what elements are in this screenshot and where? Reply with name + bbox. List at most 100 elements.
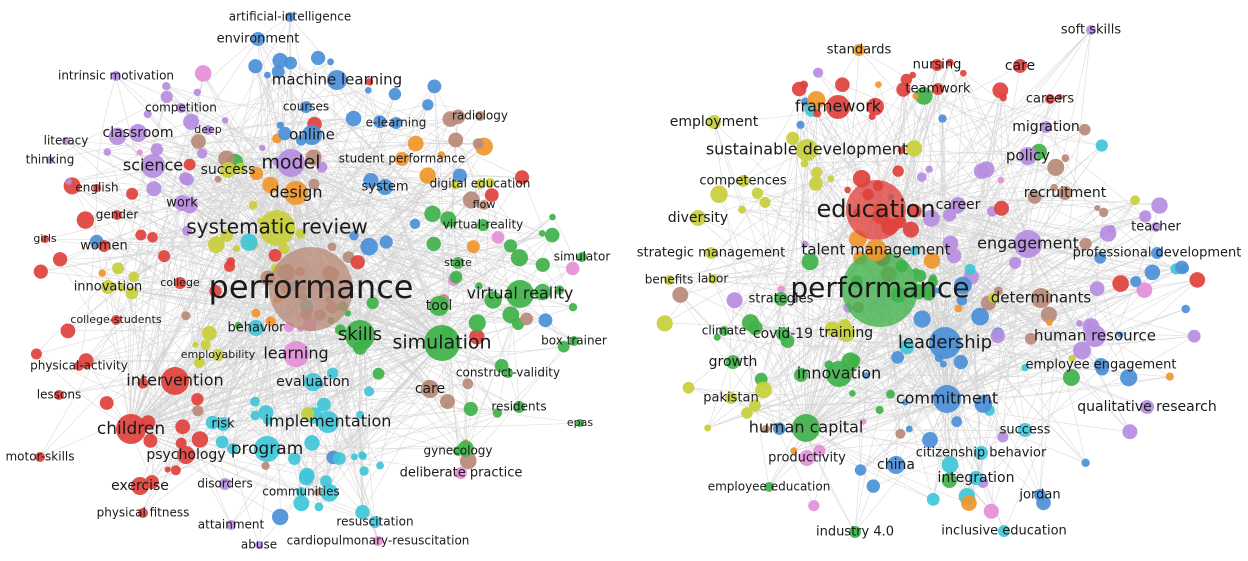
label-migration: migration <box>1012 119 1080 135</box>
network-node <box>372 367 385 380</box>
network-node <box>125 286 139 300</box>
node-box-trainer <box>569 336 579 346</box>
label-productivity: productivity <box>768 451 846 466</box>
node-productivity <box>799 450 815 466</box>
network-edge <box>142 448 233 514</box>
network-node <box>112 262 125 275</box>
node-virtual-reality <box>506 280 534 308</box>
network-edge <box>306 342 443 476</box>
network-node <box>240 233 258 251</box>
network-edge <box>949 62 1080 324</box>
network-node <box>848 354 861 367</box>
network-node <box>1079 237 1092 250</box>
node-simulator <box>577 252 587 262</box>
label-science: science <box>123 156 183 175</box>
network-edge <box>946 281 1136 400</box>
network-node <box>205 415 220 430</box>
label-performance: performance <box>209 268 414 306</box>
label-pakistan: pakistan <box>703 391 758 406</box>
network-node <box>183 158 196 171</box>
network-node <box>332 452 346 465</box>
network-node <box>1094 205 1101 212</box>
network-node <box>1047 158 1065 176</box>
node-leadership <box>929 327 961 359</box>
network-node <box>1122 424 1138 440</box>
network-node <box>1099 207 1109 218</box>
network-edge <box>107 118 354 153</box>
network-edge <box>805 149 810 429</box>
network-edge <box>201 153 443 344</box>
network-node <box>993 286 1003 296</box>
label-residents: residents <box>491 400 546 414</box>
network-edge <box>115 319 330 494</box>
network-edge <box>946 208 1002 400</box>
node-digital-education <box>475 179 485 189</box>
network-node <box>912 93 919 100</box>
network-node <box>60 323 76 339</box>
network-node <box>1130 195 1140 206</box>
network-node <box>999 94 1007 102</box>
network-node <box>262 176 279 194</box>
network-node <box>450 109 466 125</box>
network-node <box>1112 275 1129 292</box>
network-node <box>181 173 194 186</box>
network-edge <box>805 212 1104 429</box>
network-node <box>1094 251 1107 264</box>
label-intrinsic-motivation: intrinsic motivation <box>58 69 174 83</box>
network-edge <box>805 308 1186 429</box>
label-teacher: teacher <box>1131 220 1181 235</box>
network-edge <box>944 279 1198 344</box>
network-node <box>248 200 258 210</box>
network-edge <box>137 132 480 287</box>
network-node <box>143 433 158 448</box>
network-node <box>220 228 234 242</box>
node-employee-engagement <box>1094 358 1108 372</box>
network-edge <box>255 65 546 321</box>
network-node <box>327 58 334 66</box>
network-node <box>777 285 785 293</box>
network-node <box>437 151 446 159</box>
network-edge <box>278 71 433 214</box>
label-deliberate-practice: deliberate practice <box>400 466 523 481</box>
network-edge <box>276 118 451 229</box>
network-node <box>899 339 915 355</box>
network-node <box>463 401 478 417</box>
node-english <box>93 184 101 192</box>
network-node <box>938 114 947 123</box>
network-node <box>974 395 993 413</box>
network-node <box>964 264 976 275</box>
network-edge <box>187 179 318 493</box>
network-node <box>162 82 171 91</box>
network-edge <box>67 184 456 332</box>
network-node <box>891 351 904 364</box>
network-node <box>923 252 941 269</box>
label-implementation: implementation <box>265 412 392 431</box>
network-node <box>235 162 247 174</box>
network-node <box>452 168 467 183</box>
network-node <box>554 285 565 295</box>
label-employee-engagement: employee engagement <box>1025 358 1176 373</box>
label-exercise: exercise <box>111 478 169 494</box>
label-human-resource: human resource <box>1034 327 1156 345</box>
network-node <box>813 444 826 457</box>
label-strategies: strategies <box>749 292 814 307</box>
label-model: model <box>261 152 320 174</box>
network-edge <box>989 243 1029 411</box>
network-edge <box>71 61 331 187</box>
network-node <box>360 237 378 256</box>
network-node <box>284 56 297 70</box>
label-design: design <box>269 183 322 202</box>
node-flow <box>479 200 489 210</box>
network-edge <box>800 124 1073 359</box>
network-node <box>713 333 721 341</box>
network-node <box>844 186 851 194</box>
node-policy <box>1019 147 1037 165</box>
network-edge <box>875 209 1145 291</box>
network-node <box>295 228 306 239</box>
network-edge <box>915 271 1044 504</box>
node-risk <box>216 417 230 431</box>
node-physical-activity <box>74 361 84 371</box>
network-node <box>813 67 824 78</box>
network-node <box>943 208 957 222</box>
label-human-capital: human capital <box>749 418 864 437</box>
